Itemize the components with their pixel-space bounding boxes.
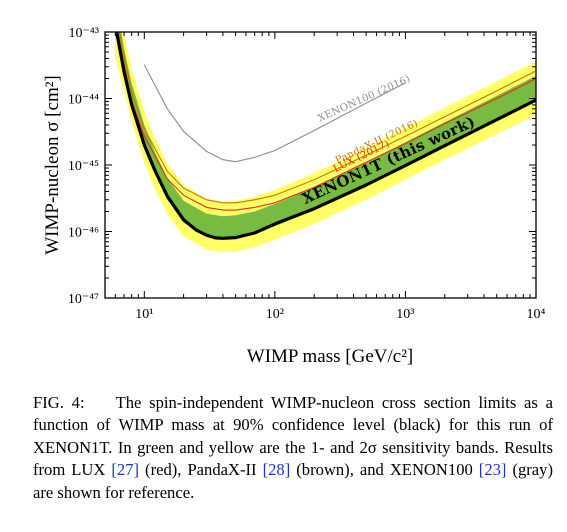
y-tick-label: 10⁻⁴⁵ [68,159,99,174]
citation-link-28[interactable]: [28] [262,460,291,480]
caption-text-4: (gray) are shown for reference. [33,460,553,502]
pandax-ii-2016-line [118,32,536,204]
x-tick-label: 10² [266,307,284,322]
x-tick-label: 10⁴ [527,307,546,322]
lux-2017-line [116,32,536,211]
caption-lead: FIG. 4: [33,393,85,412]
citation-link-27[interactable]: [27] [111,460,140,480]
x-tick-label: 10¹ [135,307,153,322]
y-tick-label: 10⁻⁴⁴ [68,93,99,108]
caption-text-3: (brown), and XENON100 [290,460,479,480]
x-axis-label: WIMP mass [GeV/c²] [247,346,413,367]
annotation-xenon100-2016: XENON100 (2016) [316,74,412,125]
citation-link-23[interactable]: [23] [478,460,507,480]
plot-frame [104,31,537,299]
figure-caption: FIG. 4: The spin-independent WIMP-nucleo… [33,392,553,504]
caption-text-2: (red), PandaX-II [139,460,263,480]
x-tick-label: 10³ [396,307,414,322]
y-tick-label: 10⁻⁴⁷ [68,292,99,307]
y-tick-label: 10⁻⁴⁶ [68,226,99,241]
xenon100-2016-line [143,64,406,163]
xenon1t-this-work-line [115,32,536,240]
annotation-xenon1t-this-work: XENON1T (this work) [299,112,478,207]
caption-text-1: The spin-independent WIMP-nucleon cross … [33,393,553,480]
1-sensitivity-band [115,32,536,239]
y-tick-label: 10⁻⁴³ [69,26,99,41]
y-axis-label: WIMP-nucleon σ [cm²] [42,75,63,255]
chart-figure: XENON100 (2016)PandaX-II (2016)LUX (2017… [42,26,546,367]
